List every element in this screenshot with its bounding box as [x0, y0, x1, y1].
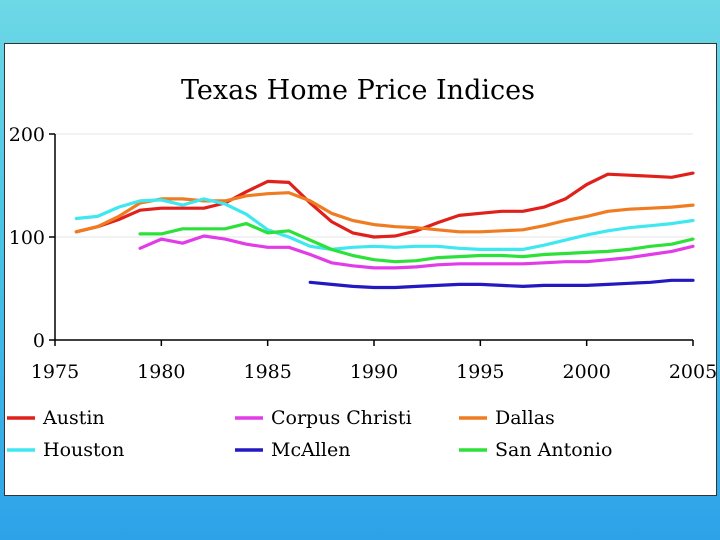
- y-tick-label: 0: [33, 330, 45, 352]
- series-line-corpus-christi: [138, 234, 695, 270]
- y-tick-label: 200: [9, 124, 45, 146]
- axes: [49, 133, 694, 346]
- legend-label-corpus-christi: Corpus Christi: [271, 407, 412, 429]
- x-tick-label: 1980: [137, 361, 185, 383]
- series-line-mcallen: [308, 278, 695, 290]
- legend: Austin Corpus Christi Dallas Houston McAllen…: [7, 407, 612, 461]
- tick-labels: 0 100 200 1975 1980 1985 1990 1995 2000 2005: [9, 124, 716, 383]
- y-tick-label: 100: [9, 227, 45, 249]
- chart: Texas Home Price Indices 0 100 200 1975 1980…: [7, 75, 716, 461]
- legend-label-austin: Austin: [42, 407, 105, 429]
- series-line-san-antonio: [138, 222, 695, 264]
- legend-label-mcallen: McAllen: [271, 439, 350, 461]
- grid: [55, 133, 693, 238]
- x-tick-label: 1975: [31, 361, 79, 383]
- legend-label-san-antonio: San Antonio: [495, 439, 612, 461]
- series-line-dallas: [74, 191, 695, 234]
- x-tick-label: 2005: [669, 361, 716, 383]
- series-lines: [74, 171, 695, 290]
- x-tick-label: 1995: [456, 361, 504, 383]
- x-tick-label: 1985: [243, 361, 291, 383]
- x-tick-label: 2000: [562, 361, 610, 383]
- x-tick-label: 1990: [350, 361, 398, 383]
- slide-frame: Texas Home Price Indices 0 100 200 1975 1980…: [4, 43, 717, 496]
- legend-label-houston: Houston: [43, 439, 124, 461]
- series-line-houston: [74, 197, 695, 251]
- legend-label-dallas: Dallas: [495, 407, 555, 429]
- chart-title: Texas Home Price Indices: [181, 75, 535, 106]
- series-line-austin: [74, 171, 695, 239]
